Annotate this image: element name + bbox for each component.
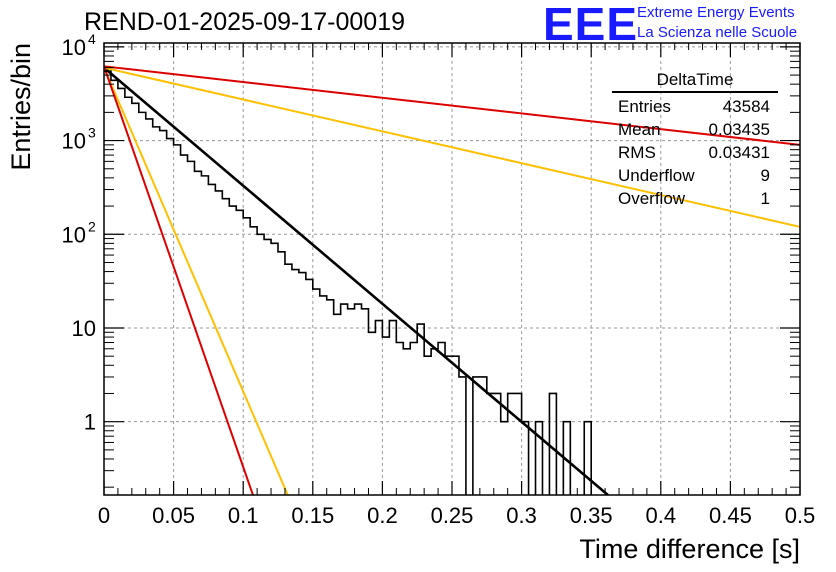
fit-curves [104,65,800,495]
stats-value: 9 [760,166,770,185]
x-tick-label: 0.3 [506,503,537,528]
fit-line [104,65,800,146]
x-tick-label: 0.1 [228,503,259,528]
stats-box: DeltaTime Entries 43584 Mean 0.03435 RMS… [612,70,778,210]
fit-line [104,66,609,495]
stats-value: 43584 [722,97,770,116]
fit-line [104,67,289,495]
ticks [103,43,801,495]
x-tick-label: 0.15 [291,503,334,528]
stats-label: Overflow [618,189,686,208]
tick-labels: 0 0.05 0.1 0.15 0.2 0.25 0.3 0.35 0.4 0.45 0.5 1 10 1… [62,31,816,528]
stats-row: RMS 0.03431 [612,141,778,164]
y-tick-exponent: 4 [88,31,96,47]
histogram-outline [104,70,592,495]
eee-logo: EEE [543,0,639,50]
x-tick-label: 0.05 [152,503,195,528]
x-tick-label: 0.5 [785,503,816,528]
stats-label: Entries [618,97,671,116]
stats-row: Entries 43584 [612,95,778,118]
stats-value: 1 [760,189,770,208]
x-axis-label: Time difference [s] [579,534,800,564]
histogram [104,70,592,495]
stats-label: RMS [618,143,656,162]
stats-label: Underflow [618,166,695,185]
x-tick-label: 0 [98,503,110,528]
y-tick-exponent: 3 [88,125,96,141]
fit-line [104,66,254,495]
y-tick-label: 10 [62,35,86,60]
logo-line-2: La Scienza nelle Scuole [637,24,798,41]
x-tick-label: 0.4 [646,503,677,528]
stats-row: Mean 0.03435 [612,118,778,141]
x-tick-label: 0.25 [431,503,474,528]
fit-line [104,66,800,228]
y-tick-label: 10 [62,129,86,154]
y-axis-label: Entries/bin [6,43,36,171]
stats-label: Mean [618,120,661,139]
x-tick-label: 0.35 [570,503,613,528]
y-tick-label: 10 [62,222,86,247]
logo-line-1: Extreme Energy Events [637,4,795,21]
stats-value: 0.03431 [708,143,770,162]
y-tick-exponent: 2 [88,218,96,234]
y-tick-label: 1 [84,410,96,435]
x-tick-label: 0.2 [367,503,398,528]
stats-title: DeltaTime [612,70,778,93]
stats-row: Overflow 1 [612,187,778,210]
stats-row: Underflow 9 [612,164,778,187]
y-tick-label: 10 [72,316,96,341]
chart-title: REND-01-2025-09-17-00019 [84,8,406,36]
x-tick-label: 0.45 [709,503,752,528]
stats-value: 0.03435 [708,120,770,139]
